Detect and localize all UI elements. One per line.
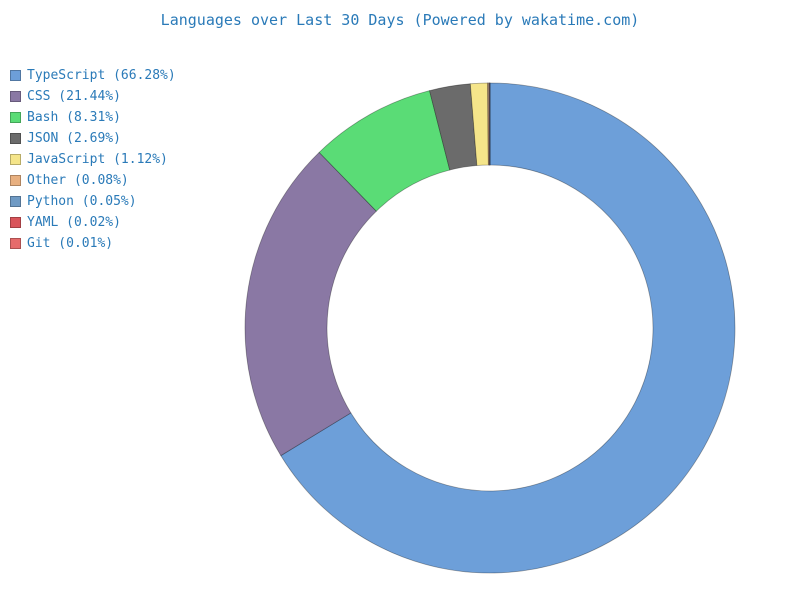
legend-swatch — [10, 238, 21, 249]
legend-item[interactable]: JavaScript (1.12%) — [10, 149, 176, 170]
chart-title: Languages over Last 30 Days (Powered by … — [160, 11, 640, 29]
legend-item[interactable]: Python (0.05%) — [10, 191, 176, 212]
legend-swatch — [10, 175, 21, 186]
slice-javascript[interactable] — [469, 82, 489, 166]
legend-item[interactable]: YAML (0.02%) — [10, 212, 176, 233]
legend-item[interactable]: TypeScript (66.28%) — [10, 65, 176, 86]
legend-item[interactable]: Bash (8.31%) — [10, 107, 176, 128]
legend-swatch — [10, 133, 21, 144]
legend-item[interactable]: Git (0.01%) — [10, 233, 176, 254]
legend-label: JavaScript (1.12%) — [27, 152, 168, 167]
legend-swatch — [10, 196, 21, 207]
legend-swatch — [10, 91, 21, 102]
legend-swatch — [10, 217, 21, 228]
legend-label: YAML (0.02%) — [27, 215, 121, 230]
legend: TypeScript (66.28%) CSS (21.44%) Bash (8.3… — [10, 65, 176, 254]
legend-label: Python (0.05%) — [27, 194, 137, 209]
slice-css[interactable] — [244, 151, 377, 457]
legend-swatch — [10, 112, 21, 123]
legend-label: Git (0.01%) — [27, 236, 114, 251]
legend-label: TypeScript (66.28%) — [27, 68, 176, 83]
legend-swatch — [10, 70, 21, 81]
legend-item[interactable]: Other (0.08%) — [10, 170, 176, 191]
slice-bash[interactable] — [318, 90, 451, 212]
legend-label: CSS (21.44%) — [27, 89, 121, 104]
slice-json[interactable] — [429, 83, 478, 171]
slice-typescript[interactable] — [280, 82, 736, 574]
legend-label: JSON (2.69%) — [27, 131, 121, 146]
legend-swatch — [10, 154, 21, 165]
legend-item[interactable]: JSON (2.69%) — [10, 128, 176, 149]
legend-item[interactable]: CSS (21.44%) — [10, 86, 176, 107]
legend-label: Other (0.08%) — [27, 173, 129, 188]
legend-label: Bash (8.31%) — [27, 110, 121, 125]
